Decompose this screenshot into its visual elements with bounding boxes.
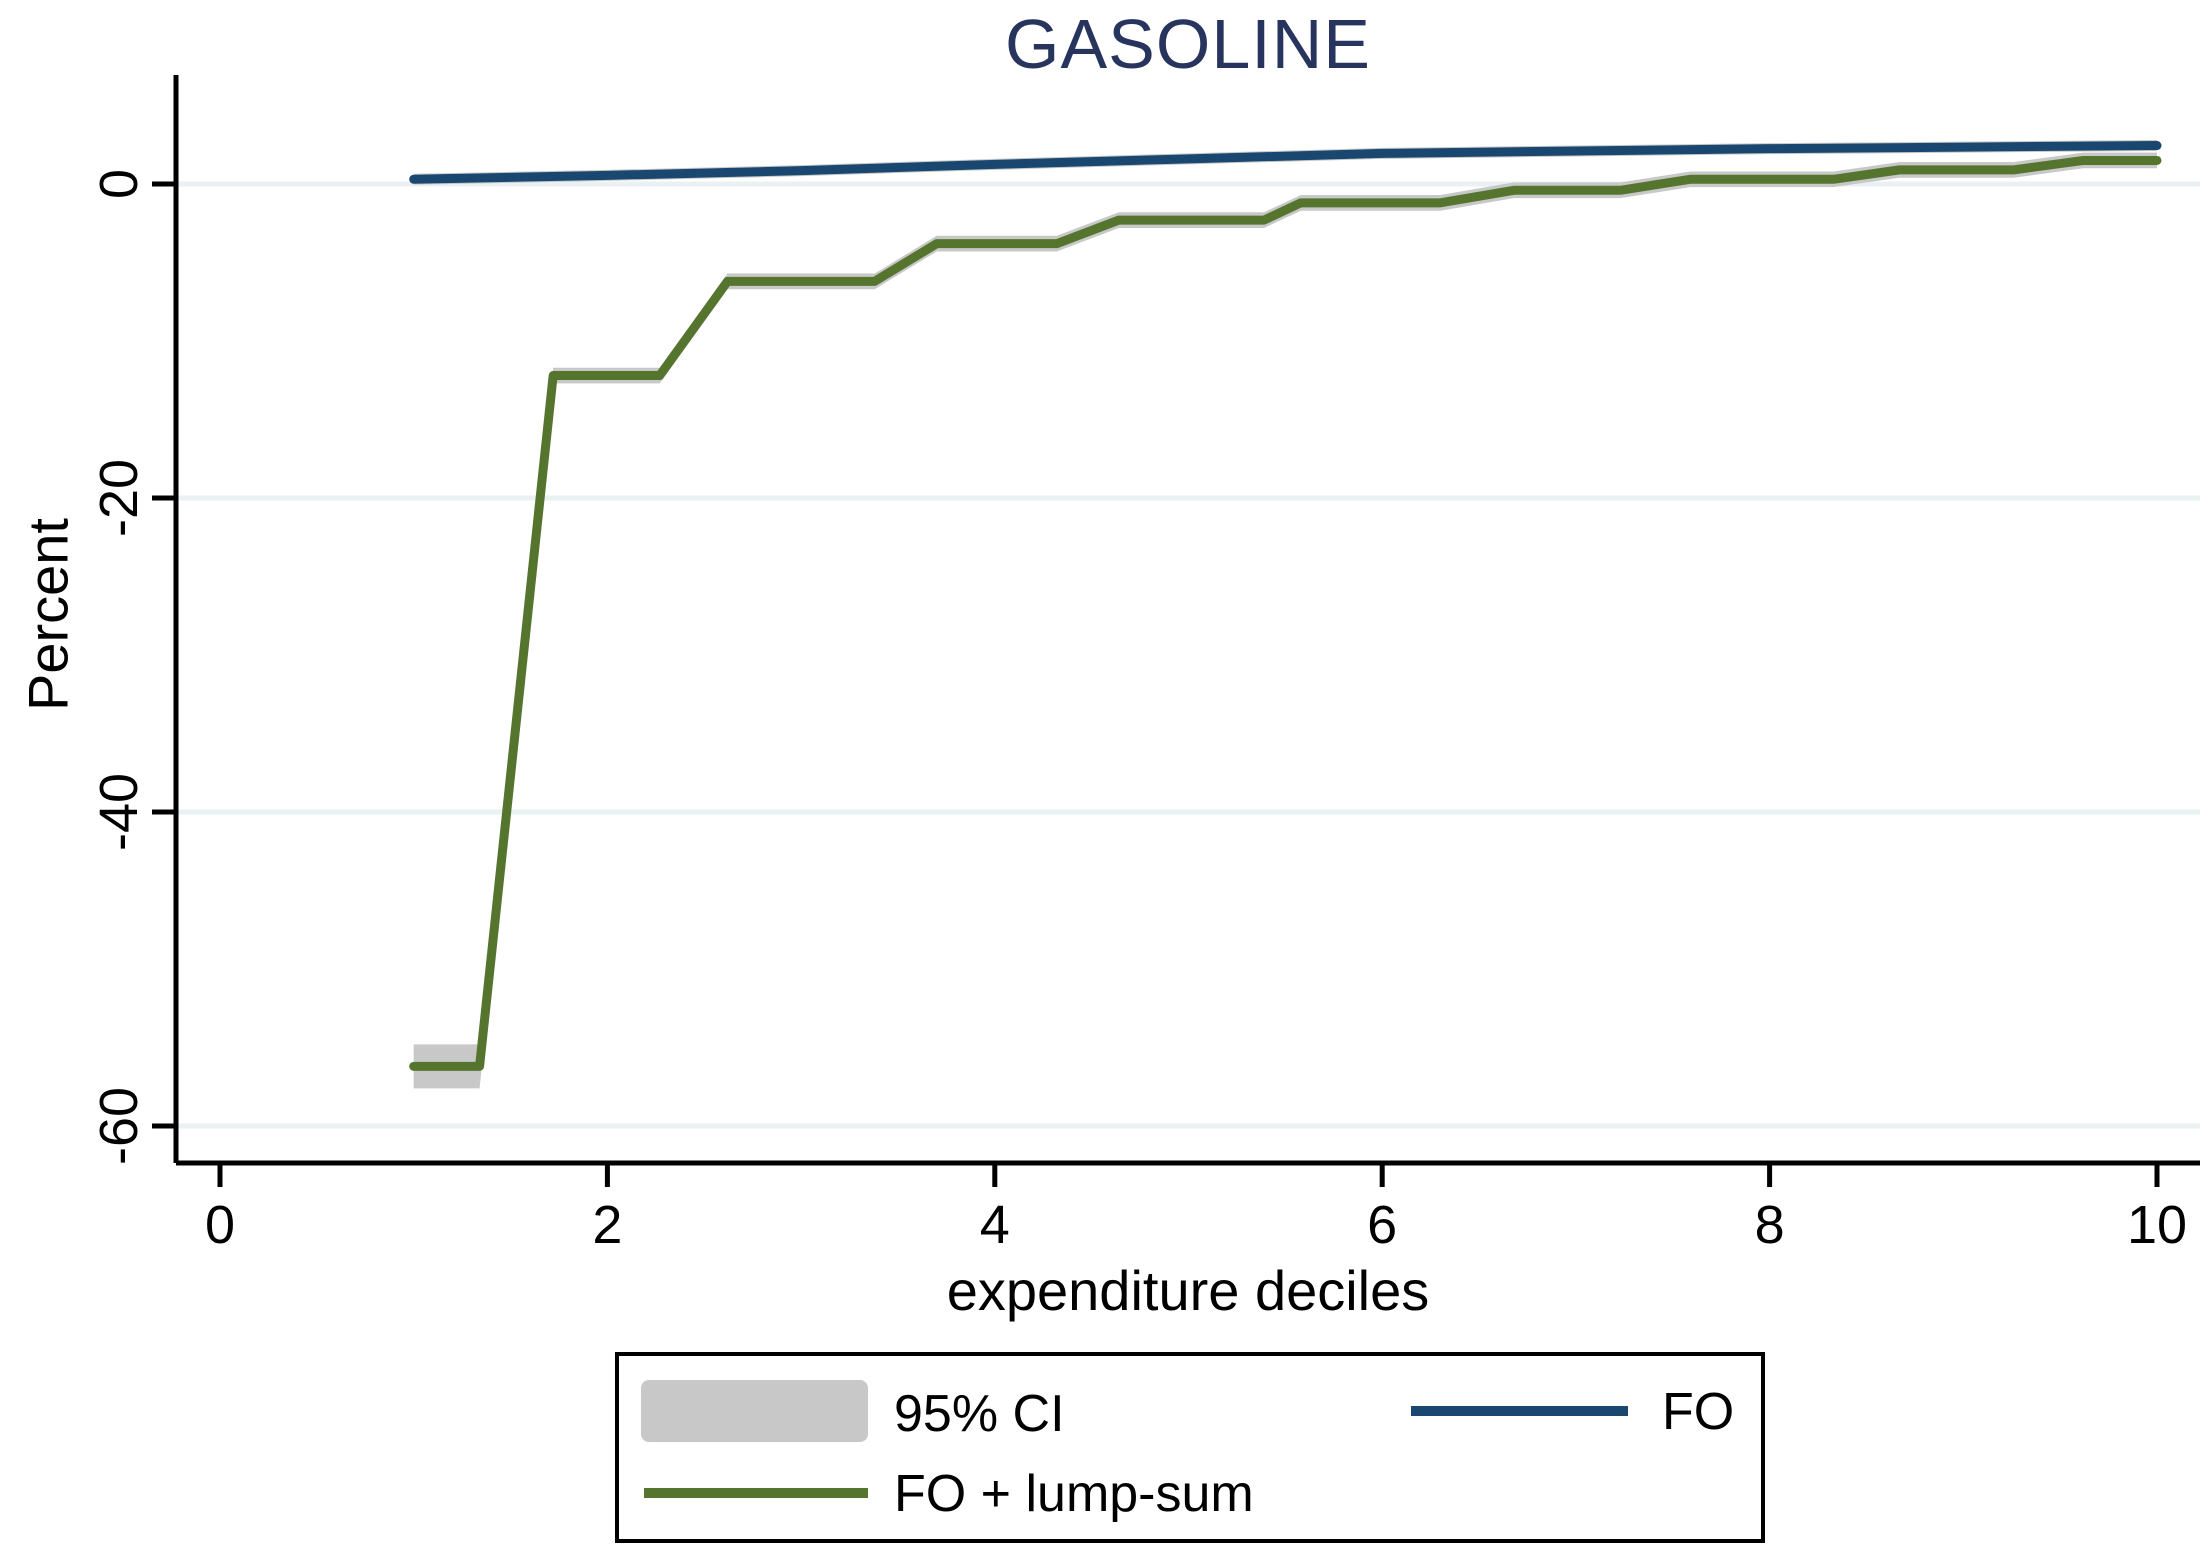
- y-axis-label: Percent: [16, 518, 80, 711]
- svg-text:0: 0: [205, 1195, 235, 1255]
- legend-label-ci: 95% CI: [894, 1385, 1065, 1443]
- svg-text:4: 4: [980, 1195, 1010, 1255]
- ci-band-swatch: [641, 1380, 868, 1442]
- legend-label-fo: FO: [1662, 1383, 1735, 1441]
- legend-box: 95% CI FO FO + lump-sum: [615, 1352, 1765, 1543]
- svg-text:10: 10: [2127, 1195, 2187, 1255]
- svg-text:-20: -20: [89, 459, 149, 537]
- fo-line-swatch: [1411, 1406, 1628, 1416]
- x-axis-label: expenditure deciles: [946, 1259, 1430, 1322]
- svg-text:6: 6: [1367, 1195, 1397, 1255]
- svg-text:8: 8: [1755, 1195, 1785, 1255]
- svg-text:-40: -40: [89, 773, 149, 851]
- chart-title: GASOLINE: [1005, 5, 1371, 83]
- svg-text:0: 0: [89, 169, 149, 199]
- svg-text:-60: -60: [89, 1087, 149, 1165]
- lump-sum-line-swatch: [644, 1488, 868, 1498]
- legend-label-lump-sum: FO + lump-sum: [894, 1465, 1254, 1523]
- svg-text:2: 2: [592, 1195, 622, 1255]
